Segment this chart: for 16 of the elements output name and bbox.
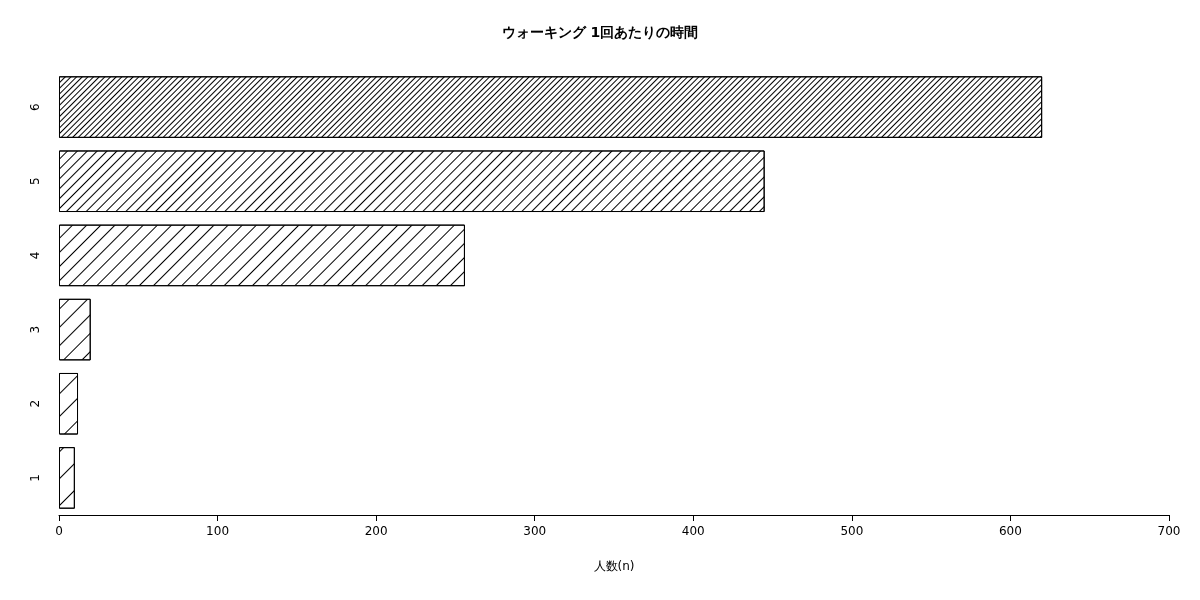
- y-tick-label: 2: [28, 399, 42, 408]
- y-tick-label: 5: [28, 177, 42, 186]
- x-tick-label: 200: [364, 524, 388, 538]
- y-tick-label: 6: [28, 103, 42, 111]
- y-tick-label: 4: [28, 251, 42, 260]
- x-tick-label: 0: [55, 524, 63, 538]
- x-tick-label: 100: [206, 524, 230, 538]
- x-tick-label: 700: [1157, 524, 1181, 538]
- y-tick-label: 1: [28, 474, 42, 482]
- x-tick-label: 500: [840, 524, 864, 538]
- y-tick-label: 3: [28, 325, 42, 334]
- x-tick-label: 300: [523, 524, 547, 538]
- chart-title: ウォーキング 1回あたりの時間: [501, 24, 699, 40]
- x-axis-title: 人数(n): [593, 559, 635, 573]
- x-tick-label: 400: [681, 524, 705, 538]
- x-tick-label: 600: [998, 524, 1022, 538]
